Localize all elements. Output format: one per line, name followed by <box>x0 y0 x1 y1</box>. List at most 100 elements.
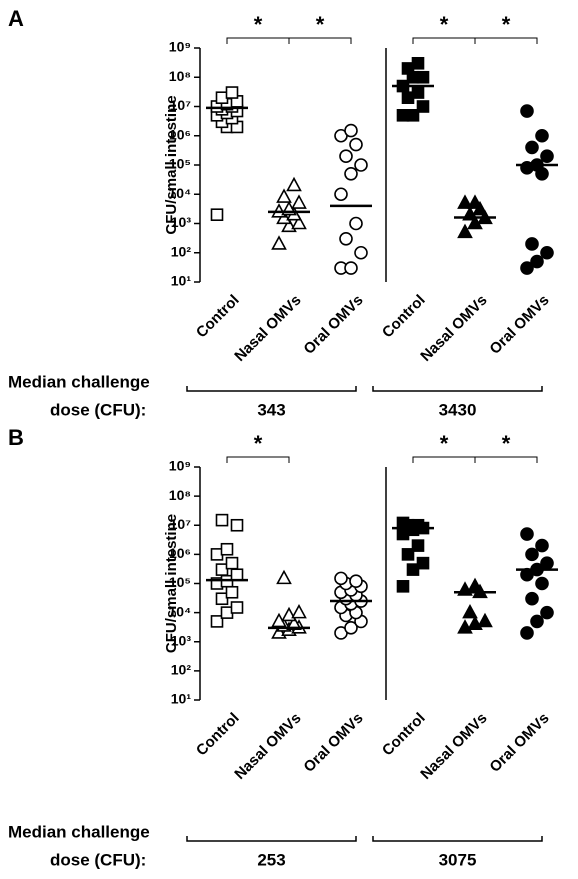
y-tick-label: 10³ <box>171 632 192 648</box>
y-axis-label: CFU/small intestine <box>163 514 180 653</box>
data-point <box>535 128 549 143</box>
data-point <box>535 576 549 591</box>
data-point <box>411 518 425 532</box>
data-point <box>230 518 244 532</box>
y-tick-label: 10⁸ <box>169 68 191 84</box>
data-point <box>525 591 539 606</box>
data-point <box>349 574 363 588</box>
data-point <box>354 245 368 260</box>
dose-label: dose (CFU): <box>50 400 146 419</box>
dose-value: 3075 <box>439 850 477 869</box>
x-tick-label: Control <box>193 292 243 342</box>
significance-bracket <box>412 37 538 44</box>
y-tick-label: 10⁵ <box>169 156 191 172</box>
data-point <box>520 104 534 118</box>
x-tick-label: Control <box>379 292 429 342</box>
data-point <box>540 149 554 163</box>
data-point <box>520 626 534 640</box>
data-point <box>286 176 302 192</box>
y-tick-label: 10³ <box>171 214 192 230</box>
y-tick-label: 10⁸ <box>169 487 191 503</box>
dose-value: 253 <box>257 850 285 869</box>
data-point <box>334 187 348 202</box>
data-point <box>540 605 554 620</box>
data-point <box>334 571 348 586</box>
data-point <box>462 603 478 619</box>
significance-label: * <box>254 12 263 37</box>
data-point <box>525 547 539 562</box>
data-point <box>406 563 420 576</box>
data-point <box>354 158 368 172</box>
data-point <box>344 621 358 635</box>
data-point <box>416 100 430 113</box>
data-point <box>344 167 358 181</box>
y-tick-label: 10⁹ <box>169 458 191 474</box>
data-point <box>530 254 544 269</box>
y-tick-label: 10¹ <box>171 691 192 707</box>
data-point <box>225 556 239 570</box>
data-point <box>276 188 292 203</box>
x-tick-label: Nasal OMVs <box>417 292 490 365</box>
data-point <box>215 513 229 527</box>
dose-bracket <box>372 836 543 842</box>
data-point <box>396 580 410 593</box>
data-point <box>225 585 239 599</box>
dose-label: dose (CFU): <box>50 850 146 869</box>
data-point <box>477 612 493 628</box>
significance-bracket <box>226 37 352 44</box>
x-tick-label: Oral OMVs <box>300 710 366 776</box>
x-tick-label: Control <box>379 710 429 760</box>
data-point <box>457 194 473 209</box>
x-tick-label: Nasal OMVs <box>231 292 304 365</box>
panel-label: B <box>8 425 24 450</box>
data-point <box>230 601 244 614</box>
data-point <box>291 603 307 619</box>
dose-value: 3430 <box>439 400 477 419</box>
x-tick-label: Nasal OMVs <box>231 710 304 783</box>
data-point <box>406 109 420 122</box>
significance-bracket <box>226 37 290 44</box>
data-point <box>215 563 229 576</box>
y-tick-label: 10⁶ <box>169 126 191 142</box>
data-point <box>276 569 292 585</box>
data-point <box>467 194 483 209</box>
significance-bracket <box>412 37 476 44</box>
data-point <box>396 516 410 530</box>
x-tick-label: Nasal OMVs <box>417 710 490 783</box>
significance-label: * <box>502 12 511 37</box>
y-tick-label: 10⁴ <box>169 603 192 619</box>
dose-bracket <box>186 386 357 392</box>
data-point <box>540 245 554 260</box>
data-point <box>344 123 358 138</box>
data-point <box>525 237 539 251</box>
significance-label: * <box>440 431 449 456</box>
data-point <box>401 548 415 561</box>
y-tick-label: 10² <box>171 662 192 678</box>
data-point <box>230 568 244 582</box>
significance-label: * <box>502 431 511 456</box>
x-tick-label: Oral OMVs <box>486 292 552 358</box>
data-point <box>349 216 363 231</box>
y-tick-label: 10⁷ <box>170 97 192 113</box>
y-tick-label: 10¹ <box>171 273 192 289</box>
data-point <box>291 214 307 230</box>
dose-label: Median challenge <box>8 372 150 391</box>
data-point <box>540 556 554 570</box>
significance-label: * <box>316 12 325 37</box>
y-tick-label: 10² <box>171 243 192 259</box>
data-point <box>525 140 539 155</box>
data-point <box>339 149 353 163</box>
data-point <box>339 231 353 246</box>
data-point <box>344 261 358 275</box>
dose-value: 343 <box>257 400 285 419</box>
data-point <box>215 592 229 606</box>
x-tick-label: Oral OMVs <box>300 292 366 358</box>
y-tick-label: 10⁶ <box>169 545 191 561</box>
data-point <box>416 556 430 570</box>
significance-bracket <box>412 456 538 463</box>
data-point <box>535 538 549 553</box>
data-point <box>220 542 234 556</box>
significance-label: * <box>254 431 263 456</box>
data-point <box>349 137 363 152</box>
